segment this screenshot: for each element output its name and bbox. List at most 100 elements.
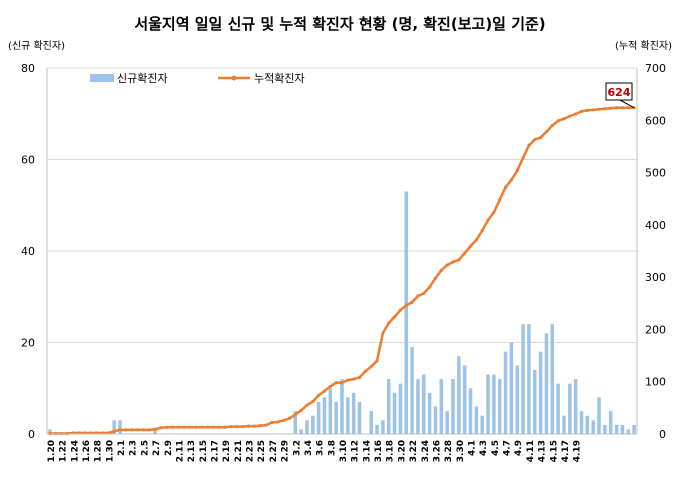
bar-new-cases (533, 369, 537, 434)
cumulative-point (410, 300, 414, 304)
x-tick-label: 3.4 (304, 440, 314, 456)
chart-title: 서울지역 일일 신규 및 누적 확진자 현황 (명, 확진(보고)일 기준) (134, 15, 545, 33)
left-tick-label: 80 (21, 62, 35, 75)
cumulative-point (375, 359, 379, 363)
cumulative-point (165, 425, 169, 429)
cumulative-point (550, 123, 554, 128)
x-tick-label: 2.13 (187, 440, 197, 462)
bar-new-cases (503, 351, 508, 434)
cumulative-point (176, 425, 181, 429)
bar-new-cases (328, 388, 333, 434)
cumulative-point (369, 364, 373, 369)
bar-new-cases (381, 420, 385, 434)
bar-new-cases (433, 406, 438, 434)
cumulative-point (141, 428, 145, 432)
left-tick-label: 0 (28, 428, 35, 441)
cumulative-point (579, 109, 584, 113)
x-tick-label: 1.24 (70, 440, 80, 462)
bar-new-cases (316, 401, 321, 434)
cumulative-point (556, 119, 560, 123)
cumulative-point (252, 424, 256, 428)
bar-new-cases (293, 411, 298, 434)
x-tick-label: 1.22 (59, 440, 69, 462)
legend-label-bar: 신규확진자 (117, 72, 168, 85)
cumulative-point (270, 420, 274, 425)
cumulative-point (217, 425, 221, 429)
x-tick-label: 2.9 (164, 440, 174, 456)
cumulative-point (463, 251, 467, 255)
bar-new-cases (544, 333, 549, 434)
cumulative-point (276, 420, 280, 424)
bar-new-cases (299, 429, 303, 434)
legend-swatch-marker (231, 75, 237, 81)
cumulative-point (527, 143, 531, 147)
cumulative-point (328, 384, 332, 389)
cumulative-point (387, 321, 391, 325)
cumulative-point (246, 424, 251, 428)
cumulative-point (211, 425, 216, 429)
right-tick-label: 400 (645, 219, 666, 232)
x-tick-label: 1.30 (105, 440, 115, 462)
bar-new-cases (340, 379, 344, 434)
x-tick-label: 2.11 (175, 440, 185, 462)
x-tick-label: 4.7 (503, 440, 513, 456)
right-tick-label: 100 (645, 376, 666, 389)
cumulative-point (287, 416, 292, 420)
cumulative-point (392, 315, 397, 319)
bar-new-cases (439, 379, 444, 434)
x-tick-label: 2.3 (129, 440, 139, 456)
cumulative-point (112, 429, 116, 433)
cumulative-point (159, 426, 163, 430)
cumulative-point (357, 375, 362, 380)
x-tick-label: 4.19 (573, 440, 583, 462)
x-tick-label: 4.11 (526, 440, 536, 462)
bar-new-cases (422, 374, 426, 434)
bar-new-cases (562, 415, 566, 434)
x-tick-label: 2.17 (210, 440, 220, 462)
cumulative-point (492, 210, 496, 214)
bar-new-cases (375, 424, 379, 434)
cumulative-point (182, 425, 186, 429)
bar-new-cases (392, 392, 397, 434)
cumulative-point (147, 428, 151, 432)
x-tick-label: 2.29 (281, 440, 291, 462)
bar-new-cases (626, 429, 630, 434)
bar-new-cases (509, 342, 514, 434)
cumulative-point (130, 428, 134, 432)
bar-new-cases (305, 420, 309, 434)
x-tick-label: 4.15 (549, 440, 559, 462)
x-tick-label: 4.1 (468, 440, 478, 456)
x-tick-label: 2.23 (246, 440, 256, 462)
x-tick-label: 1.28 (94, 440, 104, 462)
cumulative-point (562, 117, 566, 121)
cumulative-point (574, 112, 578, 116)
x-tick-label: 4.3 (479, 440, 489, 456)
bar-new-cases (527, 324, 531, 434)
x-tick-label: 4.5 (491, 440, 501, 456)
cumulative-point (235, 425, 239, 429)
bar-new-cases (579, 411, 584, 434)
cumulative-point (363, 369, 367, 373)
bar-new-cases (112, 420, 116, 434)
cumulative-point (299, 408, 303, 413)
bar-new-cases (457, 356, 461, 434)
cumulative-point (200, 425, 204, 429)
bar-new-cases (410, 347, 414, 434)
x-tick-label: 3.6 (316, 440, 326, 456)
x-tick-label: 2.25 (257, 440, 267, 462)
legend: 신규확진자 누적확진자 (90, 72, 305, 85)
legend-label-line: 누적확진자 (254, 72, 305, 85)
cumulative-point (317, 393, 321, 397)
cumulative-point (65, 431, 70, 436)
bar-new-cases (603, 424, 607, 434)
x-tick-label: 3.30 (456, 440, 466, 462)
cumulative-point (194, 425, 198, 429)
cumulative-point (539, 135, 543, 140)
cumulative-point (305, 403, 309, 407)
bar-new-cases (427, 392, 432, 434)
cumulative-point (258, 424, 262, 428)
x-tick-label: 3.8 (327, 440, 337, 456)
x-tick-label: 3.20 (397, 440, 407, 462)
